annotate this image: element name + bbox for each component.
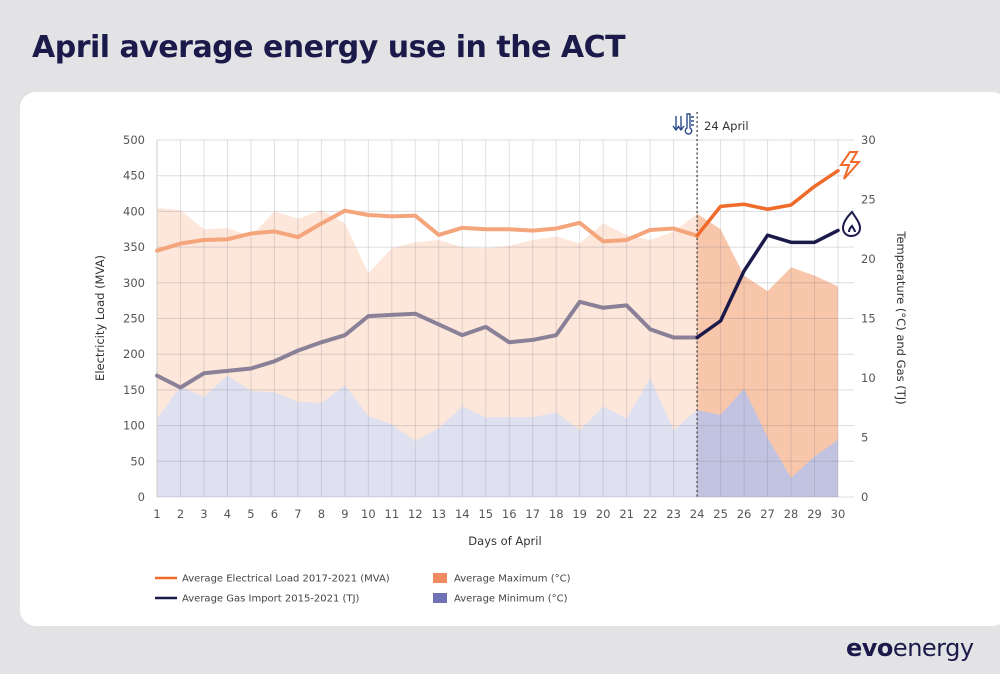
y-right-tick-label: 20 — [861, 252, 876, 266]
y-left-tick-label: 150 — [123, 383, 145, 397]
lightning-icon — [839, 151, 862, 180]
x-tick-label: 7 — [294, 507, 301, 521]
area-min-after — [697, 388, 838, 497]
legend-label: Average Electrical Load 2017-2021 (MVA) — [182, 574, 390, 585]
x-tick-label: 17 — [525, 507, 540, 521]
y-axis-left-label: Electricity Load (MVA) — [93, 255, 107, 381]
evoenergy-logo: evoenergy — [846, 634, 974, 662]
legend-label: Average Minimum (°C) — [454, 594, 568, 605]
y-left-tick-label: 250 — [123, 312, 145, 326]
x-tick-label: 4 — [224, 507, 231, 521]
y-left-tick-label: 450 — [123, 169, 145, 183]
logo-regular: energy — [892, 634, 974, 662]
x-tick-label: 22 — [643, 507, 658, 521]
x-tick-label: 3 — [200, 507, 207, 521]
page-title: April average energy use in the ACT — [32, 30, 626, 65]
x-tick-label: 5 — [247, 507, 254, 521]
x-tick-label: 28 — [784, 507, 799, 521]
legend-label: Average Gas Import 2015-2021 (TJ) — [182, 594, 360, 605]
series-line-after — [695, 228, 840, 340]
x-tick-label: 26 — [737, 507, 752, 521]
y-left-tick-label: 200 — [123, 347, 145, 361]
y-right-tick-label: 15 — [861, 312, 876, 326]
x-tick-label: 8 — [318, 507, 325, 521]
legend-color-swatch — [433, 593, 447, 603]
y-right-tick-label: 25 — [861, 193, 876, 207]
series-line-after — [695, 168, 840, 238]
x-tick-label: 29 — [807, 507, 822, 521]
x-tick-label: 30 — [831, 507, 846, 521]
y-left-tick-label: 100 — [123, 419, 145, 433]
x-tick-label: 13 — [431, 507, 446, 521]
x-tick-label: 9 — [341, 507, 348, 521]
logo-bold: evo — [846, 634, 893, 662]
x-tick-label: 12 — [408, 507, 423, 521]
x-tick-label: 25 — [713, 507, 728, 521]
x-tick-label: 19 — [572, 507, 587, 521]
y-left-tick-label: 300 — [123, 276, 145, 290]
x-tick-label: 2 — [177, 507, 184, 521]
y-right-tick-label: 30 — [861, 133, 876, 147]
y-left-tick-label: 400 — [123, 204, 145, 218]
annotation-24-april: 24 April — [672, 113, 749, 135]
y-right-tick-label: 0 — [861, 490, 868, 504]
thermometer-down-icon — [672, 113, 694, 135]
x-tick-label: 24 — [690, 507, 705, 521]
area-min-before — [157, 375, 698, 497]
x-tick-label: 14 — [455, 507, 470, 521]
legend-color-swatch — [433, 573, 447, 583]
y-left-tick-label: 500 — [123, 133, 145, 147]
x-tick-label: 20 — [596, 507, 611, 521]
y-left-tick-label: 350 — [123, 240, 145, 254]
y-right-tick-label: 5 — [861, 431, 868, 445]
gas-flame-icon — [841, 210, 862, 238]
x-tick-label: 6 — [271, 507, 278, 521]
x-tick-label: 1 — [153, 507, 160, 521]
series-line-before — [155, 299, 700, 390]
x-tick-label: 15 — [478, 507, 493, 521]
x-tick-label: 21 — [619, 507, 634, 521]
y-left-tick-label: 50 — [130, 454, 145, 468]
y-right-tick-label: 10 — [861, 371, 876, 385]
x-tick-label: 16 — [502, 507, 517, 521]
legend-label: Average Maximum (°C) — [454, 574, 571, 585]
x-axis-label: Days of April — [468, 534, 541, 548]
x-tick-label: 11 — [385, 507, 400, 521]
y-axis-right-label: Temperature (°C) and Gas (TJ) — [894, 230, 908, 404]
series-line-before — [155, 208, 700, 253]
y-left-tick-label: 0 — [138, 490, 145, 504]
x-tick-label: 27 — [760, 507, 775, 521]
x-tick-label: 10 — [361, 507, 376, 521]
x-tick-label: 23 — [666, 507, 681, 521]
x-tick-label: 18 — [549, 507, 564, 521]
annotation-label: 24 April — [704, 119, 749, 133]
